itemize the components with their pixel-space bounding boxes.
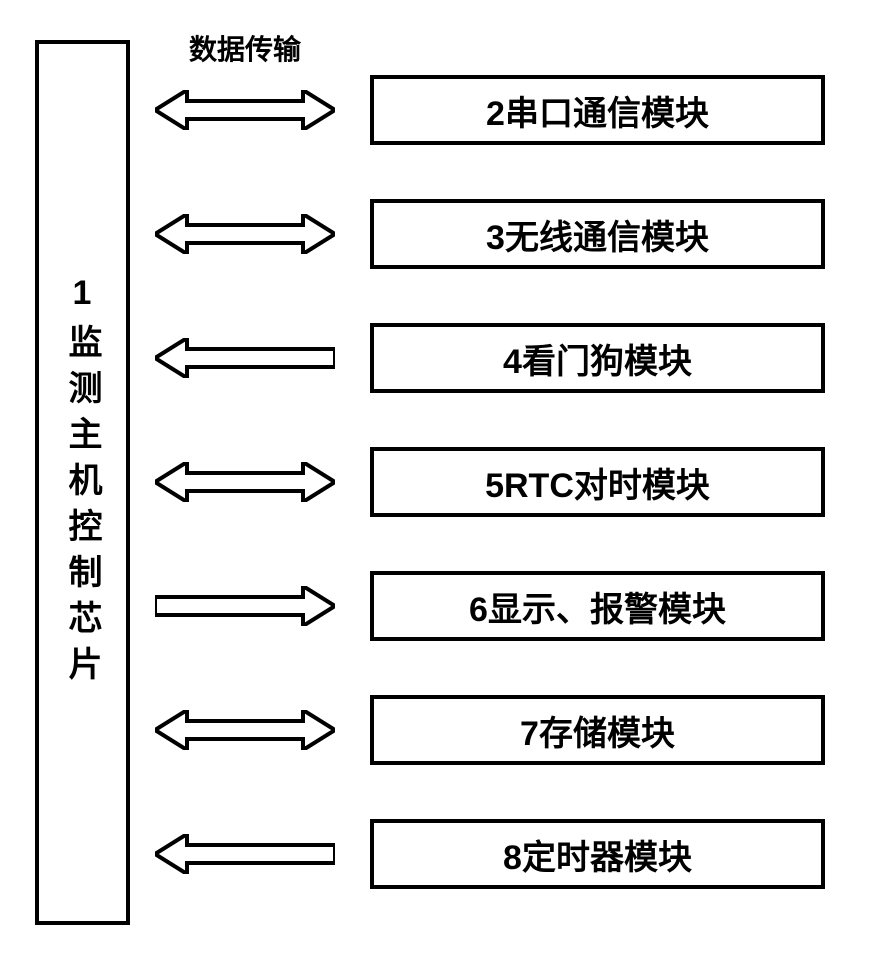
module-display-alarm: 6显示、报警模块 (370, 571, 825, 641)
module-watchdog: 4看门狗模块 (370, 323, 825, 393)
host-control-chip-box: 1监测主机控制芯片 (35, 40, 130, 925)
module-wireless-comm: 3无线通信模块 (370, 199, 825, 269)
module-timer: 8定时器模块 (370, 819, 825, 889)
arrow-serial-comm-icon (155, 90, 335, 135)
module-serial-comm: 2串口通信模块 (370, 75, 825, 145)
arrow-watchdog-icon (155, 338, 335, 383)
module-timer-label: 8定时器模块 (503, 830, 692, 879)
module-rtc-sync: 5RTC对时模块 (370, 447, 825, 517)
module-display-alarm-label: 6显示、报警模块 (469, 582, 726, 631)
diagram-canvas: 1监测主机控制芯片 数据传输 2串口通信模块 3无线通信模块 4看门狗模块 5RTC对时模… (0, 0, 875, 959)
data-transfer-label: 数据传输 (160, 28, 330, 68)
arrow-display-alarm-icon (155, 586, 335, 631)
module-storage-label: 7存储模块 (520, 706, 675, 755)
module-wireless-comm-label: 3无线通信模块 (486, 210, 709, 259)
module-serial-comm-label: 2串口通信模块 (486, 86, 709, 135)
arrow-wireless-comm-icon (155, 214, 335, 259)
module-storage: 7存储模块 (370, 695, 825, 765)
arrow-rtc-sync-icon (155, 462, 335, 507)
module-rtc-sync-label: 5RTC对时模块 (485, 458, 710, 507)
arrow-timer-icon (155, 834, 335, 879)
module-watchdog-label: 4看门狗模块 (503, 334, 692, 383)
host-control-chip-label: 1监测主机控制芯片 (58, 274, 107, 692)
arrow-storage-icon (155, 710, 335, 755)
